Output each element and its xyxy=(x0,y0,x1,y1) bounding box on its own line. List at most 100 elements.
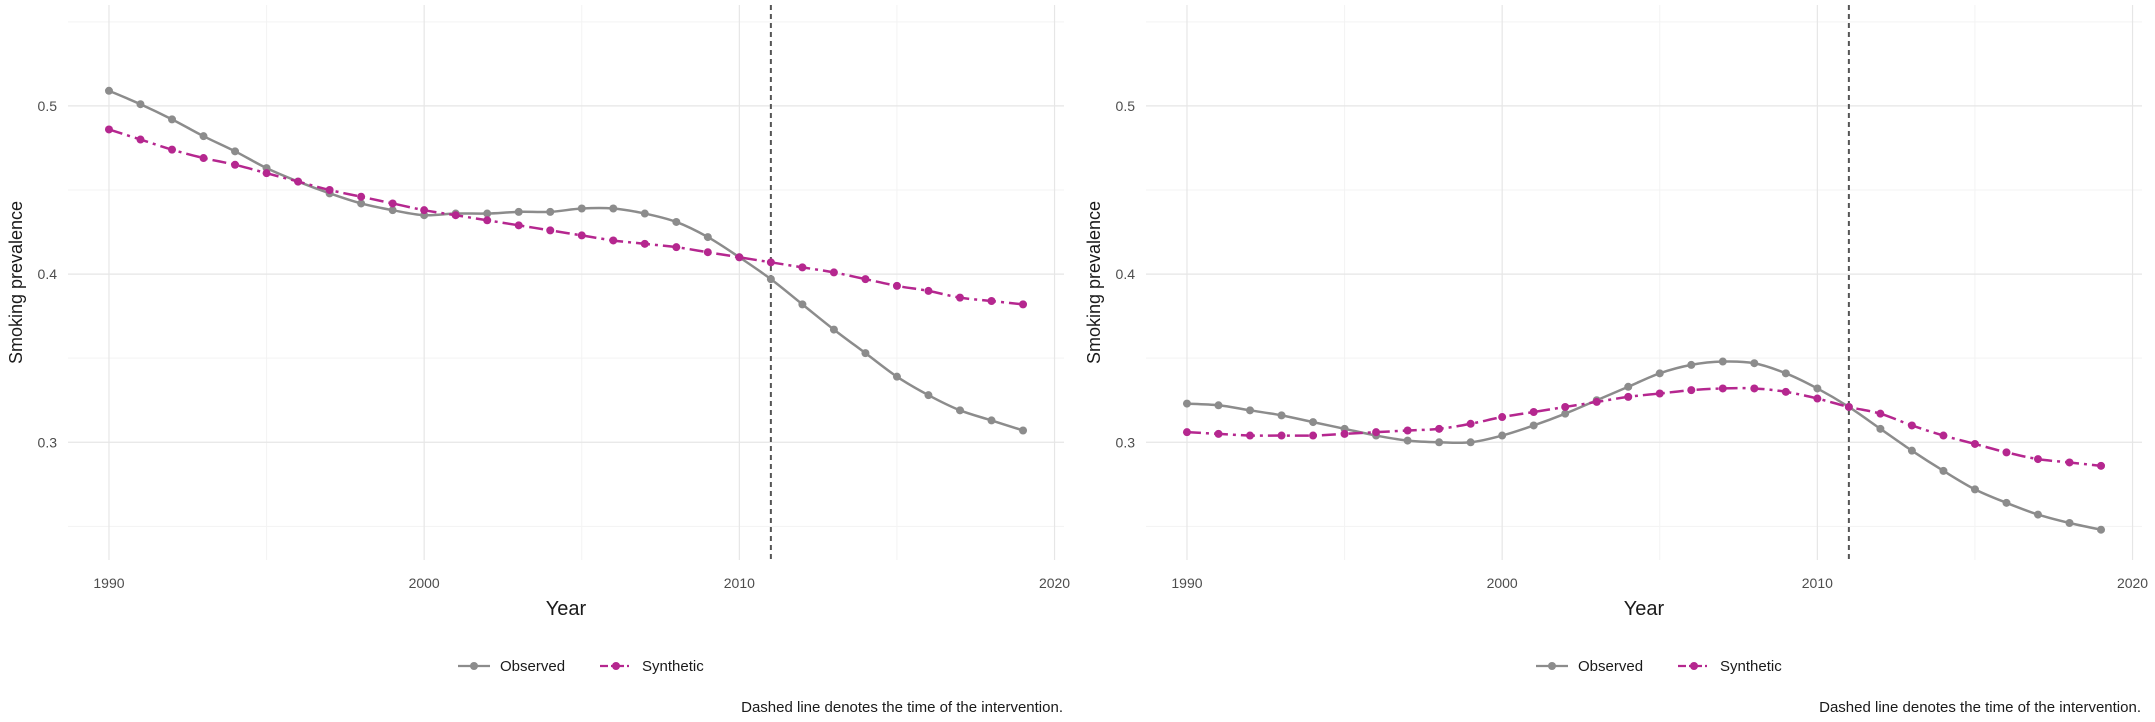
data-point-observed xyxy=(1655,369,1664,378)
data-point-observed xyxy=(1182,399,1191,408)
legend-key-synthetic xyxy=(1678,662,1710,670)
data-point-synthetic xyxy=(892,281,901,290)
series-synthetic xyxy=(104,125,1028,309)
data-point-synthetic xyxy=(1750,384,1759,393)
data-point-observed xyxy=(640,209,649,218)
x-tick-label: 2000 xyxy=(1487,575,1518,591)
data-point-observed xyxy=(1561,409,1570,418)
data-point-observed xyxy=(1277,411,1286,420)
x-tick-label: 2010 xyxy=(1802,575,1833,591)
x-tick-label: 2010 xyxy=(724,575,755,591)
grid xyxy=(1146,5,2142,560)
x-axis-title: Year xyxy=(546,598,587,620)
data-point-synthetic xyxy=(546,226,555,235)
data-point-observed xyxy=(2002,498,2011,507)
data-point-synthetic xyxy=(1498,413,1507,422)
x-tick-label: 1990 xyxy=(1171,575,1202,591)
data-point-observed xyxy=(1019,426,1028,435)
data-point-synthetic xyxy=(231,160,240,169)
chart-caption: Dashed line denotes the time of the inte… xyxy=(1819,699,2141,716)
data-point-synthetic xyxy=(1592,397,1601,406)
data-point-synthetic xyxy=(1246,431,1255,440)
data-point-observed xyxy=(766,275,775,284)
data-point-synthetic xyxy=(357,192,366,201)
right-chart-panel: 1990 2000 2010 2020 0.3 0.4 0.5 Year Smoking pre… xyxy=(1078,0,2155,722)
data-point-observed xyxy=(546,207,555,216)
data-point-observed xyxy=(577,204,586,213)
data-point-observed xyxy=(1718,357,1727,366)
data-point-synthetic xyxy=(514,221,523,230)
data-point-synthetic xyxy=(1561,402,1570,411)
data-point-observed xyxy=(1813,384,1822,393)
data-point-observed xyxy=(199,132,208,141)
data-point-observed xyxy=(924,391,933,400)
data-point-synthetic xyxy=(1340,429,1349,438)
data-point-synthetic xyxy=(1970,439,1979,448)
data-point-observed xyxy=(703,233,712,242)
data-point-synthetic xyxy=(924,286,933,295)
data-point-synthetic xyxy=(1214,429,1223,438)
data-point-synthetic xyxy=(1529,408,1538,416)
data-point-synthetic xyxy=(2097,461,2106,470)
y-axis-title: Smoking prevalence xyxy=(6,201,26,364)
data-point-observed xyxy=(1403,436,1412,445)
data-point-observed xyxy=(987,416,996,425)
data-point-observed xyxy=(1781,369,1790,378)
data-point-synthetic xyxy=(861,275,870,284)
data-point-observed xyxy=(1466,438,1475,447)
data-point-synthetic xyxy=(1781,387,1790,396)
series-synthetic xyxy=(1182,384,2106,470)
data-point-synthetic xyxy=(262,169,271,178)
series-line-synthetic xyxy=(1186,386,2102,468)
legend-key-synthetic xyxy=(600,662,632,670)
data-point-observed xyxy=(1939,466,1948,475)
data-point-observed xyxy=(672,217,681,226)
data-point-observed xyxy=(388,206,397,215)
data-point-synthetic xyxy=(1403,426,1412,435)
data-point-synthetic xyxy=(2065,458,2074,467)
data-point-observed xyxy=(2097,525,2106,534)
data-point-observed xyxy=(357,199,366,208)
data-point-synthetic xyxy=(1435,424,1444,433)
data-point-observed xyxy=(1750,359,1759,368)
data-point-observed xyxy=(1687,360,1696,369)
data-point-synthetic xyxy=(451,211,460,220)
data-point-synthetic xyxy=(1277,431,1286,440)
data-point-synthetic xyxy=(640,239,649,248)
data-point-synthetic xyxy=(168,145,177,154)
x-tick-label: 2020 xyxy=(1039,575,1070,591)
data-point-observed xyxy=(514,207,523,216)
data-point-synthetic xyxy=(388,199,397,208)
legend-label-observed: Observed xyxy=(500,658,565,675)
y-tick-label: 0.3 xyxy=(38,434,58,450)
data-point-observed xyxy=(483,209,492,218)
data-point-synthetic xyxy=(1309,431,1318,440)
data-point-synthetic xyxy=(483,216,492,225)
data-point-synthetic xyxy=(1718,384,1727,393)
data-point-synthetic xyxy=(1019,300,1028,309)
data-point-observed xyxy=(1970,485,1979,494)
data-point-observed xyxy=(2065,519,2074,527)
data-point-observed xyxy=(1435,438,1444,447)
data-point-observed xyxy=(1309,418,1318,427)
legend-key-observed xyxy=(1536,662,1568,670)
y-tick-label: 0.5 xyxy=(1116,98,1136,114)
data-point-synthetic xyxy=(1813,394,1822,403)
data-point-observed xyxy=(829,325,838,334)
data-point-synthetic xyxy=(1876,409,1885,418)
data-point-synthetic xyxy=(987,297,996,305)
data-point-synthetic xyxy=(2033,455,2042,464)
data-point-observed xyxy=(861,349,870,358)
y-tick-label: 0.4 xyxy=(38,266,58,282)
data-point-synthetic xyxy=(420,206,429,215)
data-point-synthetic xyxy=(1182,428,1191,437)
series-observed xyxy=(104,86,1028,435)
y-tick-label: 0.5 xyxy=(38,98,58,114)
legend-key-observed xyxy=(458,662,490,670)
data-point-observed xyxy=(1907,446,1916,455)
legend: Observed Synthetic xyxy=(1536,658,1782,675)
x-tick-label: 1990 xyxy=(93,575,124,591)
series-line-observed xyxy=(1186,360,2102,531)
data-point-synthetic xyxy=(136,135,145,144)
data-point-observed xyxy=(1498,431,1507,440)
